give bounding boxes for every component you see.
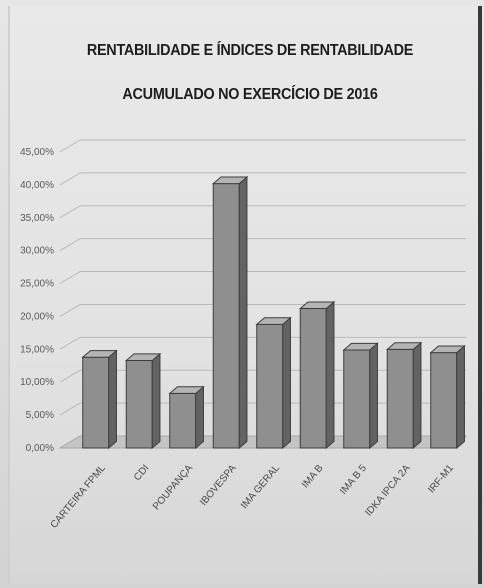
x-category-label: CDI — [132, 463, 152, 483]
x-category-label: IMA B 5 — [338, 463, 369, 497]
bar-front — [386, 348, 414, 449]
bar-side — [369, 342, 378, 450]
bar-side — [412, 341, 422, 450]
bar-top — [168, 386, 205, 394]
y-axis-ticks: 0,00% 5,00% 10,00% 15,00% 20,00% 25,00% 30,00%… — [20, 147, 54, 454]
bar-side — [238, 175, 248, 450]
bar-front — [212, 183, 240, 449]
bar-front — [430, 352, 458, 449]
bar-top — [385, 342, 423, 350]
bar-front — [169, 392, 197, 449]
x-category-label: POUPANÇA — [151, 463, 195, 513]
bar-top — [124, 353, 162, 362]
bar-front — [299, 308, 327, 449]
y-tick-label: 25,00% — [20, 279, 54, 290]
bar-top — [81, 350, 118, 358]
bar — [298, 300, 336, 450]
bar — [168, 385, 205, 450]
chart-title-line-2: ACUMULADO NO EXERCÍCIO DE 2016 — [122, 86, 378, 103]
bar — [81, 349, 118, 450]
bar-side — [325, 300, 335, 450]
y-tick-label: 10,00% — [20, 377, 54, 388]
gridline-connector — [59, 205, 81, 219]
x-category-label: IMA GERAL — [239, 463, 282, 512]
gridline-connector — [59, 304, 81, 317]
gridline-connector — [59, 402, 81, 416]
bar — [342, 342, 379, 450]
bar — [124, 352, 162, 450]
x-category-label: IBOVESPA — [198, 463, 239, 508]
bar-top — [429, 345, 466, 354]
y-tick-label: 40,00% — [20, 180, 54, 191]
bar-front — [82, 356, 110, 449]
bar — [385, 341, 423, 450]
gridline-connector — [59, 238, 81, 252]
x-category-label: IRF-M1 — [426, 463, 456, 496]
bar-top — [342, 342, 379, 351]
y-tick-label: 20,00% — [20, 311, 54, 322]
y-tick-label: 45,00% — [20, 147, 54, 158]
y-tick-label: 0,00% — [26, 443, 54, 454]
chart-title-line-1: RENTABILIDADE E ÍNDICES DE RENTABILIDADE — [86, 42, 414, 59]
y-tick-label: 15,00% — [20, 344, 54, 355]
bar — [429, 344, 466, 450]
bar-front — [343, 349, 371, 449]
bar-front — [256, 323, 284, 449]
bar-front — [125, 360, 153, 449]
gridline-connector — [59, 369, 81, 383]
bar-side — [456, 344, 465, 450]
bar-side — [282, 316, 291, 450]
x-axis-categories: CARTEIRA FPML CDI POUPANÇA IBOVESPA IMA GERA… — [49, 463, 457, 531]
bar-top — [211, 176, 249, 185]
y-tick-label: 5,00% — [26, 410, 54, 421]
bars-layer — [81, 175, 466, 450]
x-category-label: CARTEIRA FPML — [49, 463, 109, 531]
bar-side — [151, 352, 161, 450]
bar — [255, 316, 292, 450]
gridline-connector — [59, 139, 81, 153]
gridline-connector — [59, 271, 81, 284]
x-category-label: IMA B — [300, 463, 326, 491]
gridline-connector — [59, 336, 81, 350]
bar — [211, 175, 249, 450]
x-category-label: IDKA IPCA 2A — [363, 463, 412, 519]
bar-top — [298, 301, 336, 310]
gridline-connector — [59, 172, 81, 186]
y-tick-label: 35,00% — [20, 213, 54, 224]
bar-side — [195, 385, 204, 450]
y-tick-label: 30,00% — [20, 246, 54, 257]
bar-side — [108, 349, 117, 450]
bar-top — [255, 317, 292, 325]
